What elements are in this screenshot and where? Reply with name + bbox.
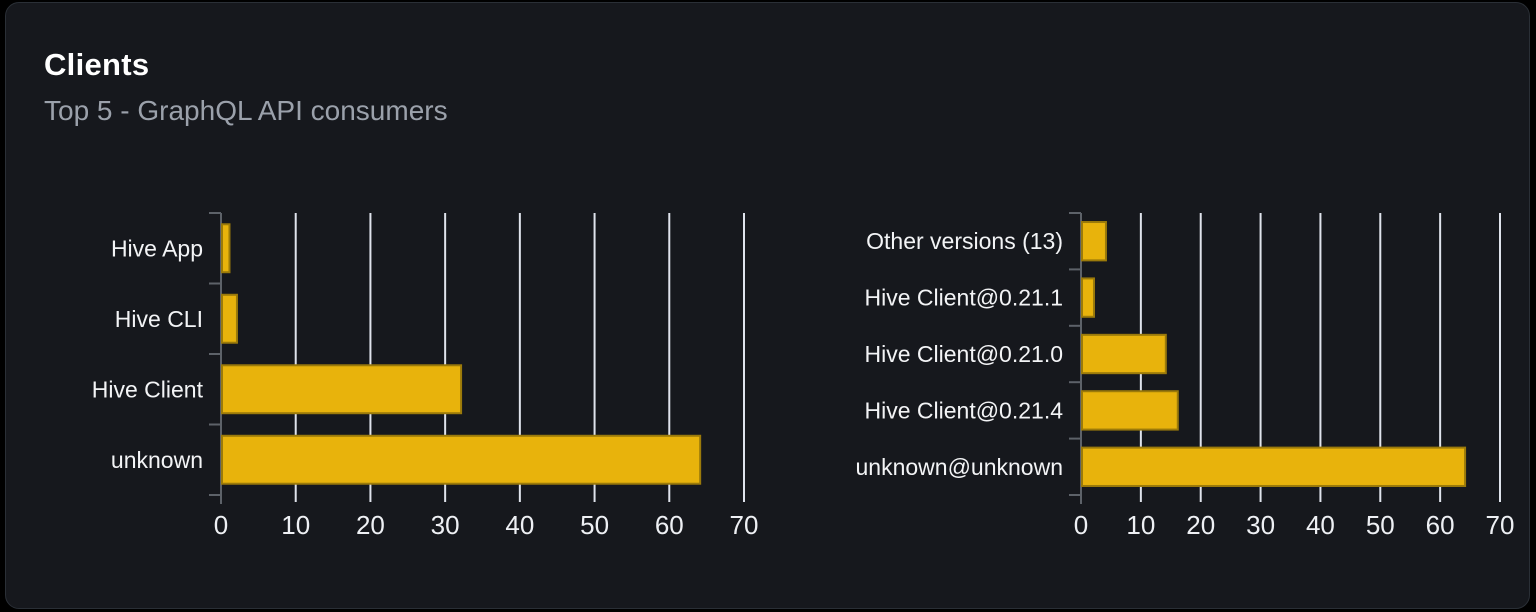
x-tick-label-10: 10	[1126, 510, 1155, 540]
category-label-other-versions-13: Other versions (13)	[866, 228, 1063, 254]
x-tick-label-50: 50	[580, 510, 609, 540]
bar-hive-cli[interactable]	[221, 293, 238, 344]
bar-other-versions-13[interactable]	[1081, 221, 1107, 262]
x-tick-label-0: 0	[214, 510, 228, 540]
x-tick-label-20: 20	[1186, 510, 1215, 540]
x-tick-label-70: 70	[730, 510, 759, 540]
category-label-hive-app: Hive App	[111, 235, 203, 261]
category-label-hive-client-0-21-4: Hive Client@0.21.4	[865, 397, 1064, 423]
bar-hive-app[interactable]	[221, 223, 231, 274]
page-subtitle: Top 5 - GraphQL API consumers	[44, 95, 448, 126]
bar-unknown[interactable]	[221, 434, 702, 485]
category-label-hive-cli: Hive CLI	[115, 306, 203, 332]
client-versions-bar-chart: Other versions (13) Hive Client@0.21.1 Hiv…	[856, 212, 1515, 540]
page-title: Clients	[44, 47, 150, 82]
bar-hive-client-0-21-0[interactable]	[1081, 333, 1167, 375]
category-label-hive-client-0-21-0: Hive Client@0.21.0	[865, 341, 1064, 367]
bar-hive-client[interactable]	[221, 364, 463, 415]
bar-hive-client-0-21-4[interactable]	[1081, 390, 1179, 431]
x-tick-label-60: 60	[1426, 510, 1455, 540]
category-label-hive-client: Hive Client	[92, 376, 204, 402]
category-label-unknown-unknown: unknown@unknown	[856, 454, 1063, 480]
bar-unknown-unknown[interactable]	[1081, 446, 1467, 487]
x-tick-label-60: 60	[655, 510, 684, 540]
category-label-hive-client-0-21-1: Hive Client@0.21.1	[865, 285, 1064, 311]
bar-hive-client-0-21-1[interactable]	[1081, 277, 1095, 318]
clients-bar-chart: Hive App Hive CLI Hive Client unknown 0 10 20 3…	[92, 212, 759, 540]
x-tick-label-70: 70	[1486, 510, 1515, 540]
x-tick-label-50: 50	[1366, 510, 1395, 540]
clients-card: Clients Top 5 - GraphQL API consumers Hi…	[5, 2, 1530, 609]
x-tick-label-30: 30	[1246, 510, 1275, 540]
x-tick-label-10: 10	[281, 510, 310, 540]
x-tick-label-40: 40	[505, 510, 534, 540]
category-label-unknown: unknown	[111, 447, 203, 473]
x-tick-label-20: 20	[356, 510, 385, 540]
x-tick-label-30: 30	[431, 510, 460, 540]
x-tick-label-40: 40	[1306, 510, 1335, 540]
x-tick-label-0: 0	[1074, 510, 1088, 540]
